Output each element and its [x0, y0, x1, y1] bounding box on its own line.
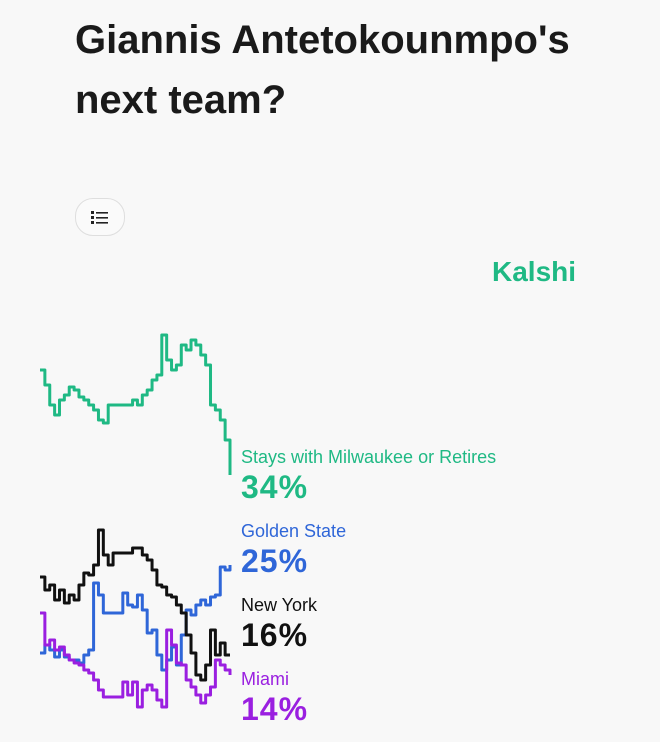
series-name-label: Stays with Milwaukee or Retires	[241, 447, 497, 467]
series-name-label: New York	[241, 595, 318, 615]
series-name-label: Golden State	[241, 521, 347, 541]
page-title: Giannis Antetokounmpo's next team?	[75, 18, 570, 122]
kalshi-logo: Kalshi	[492, 256, 577, 287]
series-line-0	[40, 333, 232, 475]
series-value-label: 25%	[241, 543, 309, 579]
series-value-label: 16%	[241, 617, 309, 653]
list-view-button[interactable]	[75, 198, 125, 236]
series-line-2	[40, 528, 230, 682]
series-value-label: 34%	[241, 469, 309, 505]
series-value-label: 14%	[241, 691, 309, 727]
list-icon	[91, 211, 108, 224]
series-line-3	[40, 611, 232, 709]
series-name-label: Miami	[241, 669, 289, 689]
